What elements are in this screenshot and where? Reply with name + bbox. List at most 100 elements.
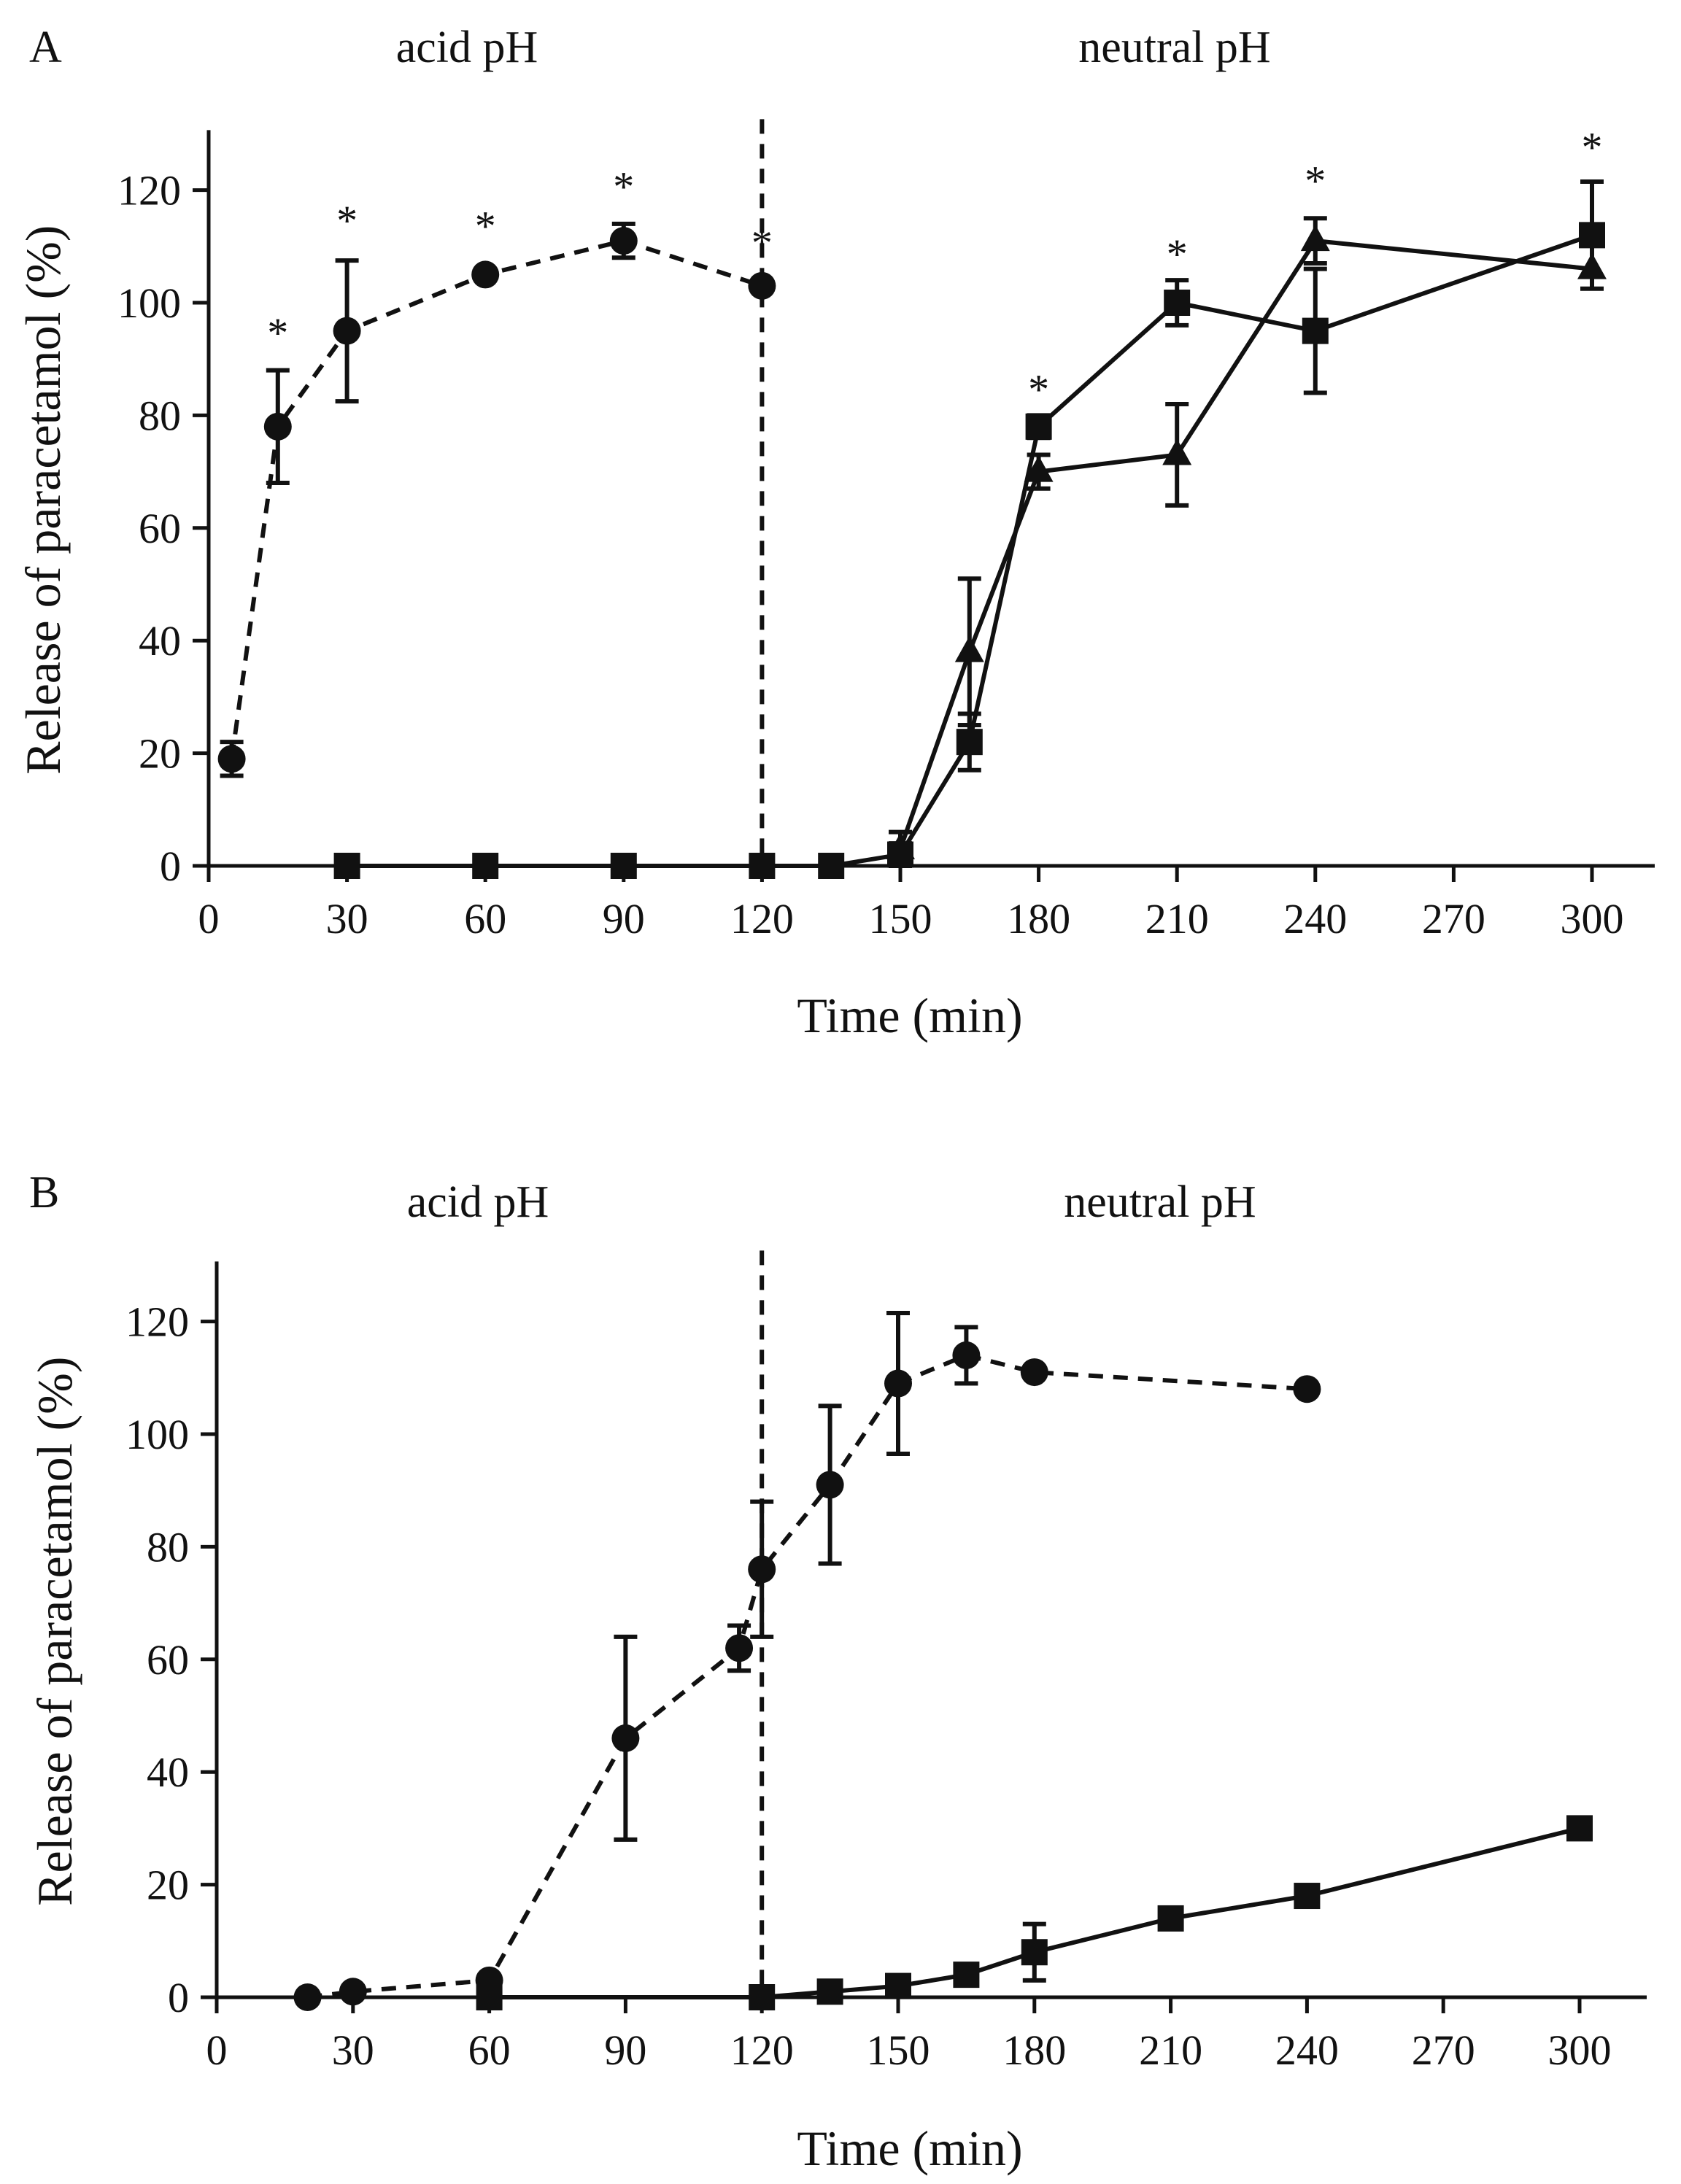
data-point-triangle [1162, 438, 1192, 465]
y-tick-label: 20 [139, 730, 181, 778]
x-tick-label: 90 [604, 2026, 646, 2074]
data-point-circle [611, 1724, 640, 1752]
y-tick-label: 60 [139, 505, 181, 552]
significance-star: * [336, 197, 358, 244]
y-tick-label: 60 [147, 1636, 189, 1684]
data-point-circle [884, 1369, 912, 1398]
x-tick-label: 30 [332, 2026, 374, 2074]
data-point-circle [471, 260, 500, 289]
x-tick-label: 300 [1561, 895, 1624, 942]
significance-star: * [475, 202, 496, 249]
y-tick-label: 40 [147, 1749, 189, 1796]
data-point-square [956, 729, 983, 756]
series-line-circle [229, 238, 763, 759]
data-point-square [1157, 1905, 1184, 1932]
region-label-acid: acid pH [407, 1177, 549, 1227]
data-point-square [610, 853, 637, 879]
y-tick-label: 0 [160, 843, 181, 890]
data-point-square [885, 1972, 911, 1999]
x-tick-label: 0 [198, 895, 220, 942]
data-point-square [1164, 290, 1191, 316]
y-tick-label: 120 [117, 167, 181, 214]
data-point-circle [952, 1341, 981, 1369]
x-axis-title: Time (min) [797, 988, 1022, 1043]
x-tick-label: 180 [1002, 2026, 1066, 2074]
x-tick-label: 30 [326, 895, 368, 942]
data-point-square [1025, 413, 1052, 440]
data-point-square [476, 1984, 503, 2010]
x-tick-label: 240 [1283, 895, 1347, 942]
series-square [476, 1815, 1593, 2010]
region-label-neutral: neutral pH [1078, 23, 1270, 72]
data-point-square [749, 1984, 776, 2010]
significance-star: * [1167, 231, 1188, 278]
data-point-circle [217, 745, 246, 773]
x-tick-label: 180 [1007, 895, 1070, 942]
x-tick-label: 120 [730, 2026, 794, 2074]
x-tick-label: 240 [1275, 2026, 1339, 2074]
data-point-circle [1020, 1358, 1048, 1387]
x-tick-label: 210 [1139, 2026, 1202, 2074]
data-point-square [818, 853, 845, 879]
data-point-triangle [1577, 252, 1607, 279]
significance-star: * [267, 309, 288, 357]
significance-star: * [1028, 365, 1049, 413]
data-point-circle [293, 1983, 322, 2011]
x-tick-label: 270 [1412, 2026, 1475, 2074]
data-point-circle [339, 1978, 367, 2006]
significance-star: * [1305, 158, 1326, 205]
y-axis-title: Release of paracetamol (%) [27, 1357, 82, 1906]
y-tick-label: 120 [125, 1298, 189, 1346]
data-point-square [1294, 1883, 1321, 1910]
region-label-acid: acid pH [396, 23, 538, 72]
x-tick-label: 270 [1422, 895, 1485, 942]
x-tick-label: 60 [464, 895, 506, 942]
data-point-circle [609, 227, 638, 255]
y-tick-label: 80 [147, 1523, 189, 1571]
data-point-square [1302, 317, 1329, 344]
series-line-circle [307, 1352, 1307, 1999]
significance-star: * [613, 163, 634, 210]
data-point-circle [333, 317, 361, 345]
data-point-circle [1293, 1375, 1321, 1403]
panel-label: B [29, 1168, 59, 1217]
x-tick-label: 300 [1548, 2026, 1612, 2074]
x-tick-label: 210 [1145, 895, 1209, 942]
data-point-square [333, 853, 360, 879]
data-point-triangle [954, 635, 984, 662]
data-point-circle [816, 1471, 844, 1499]
x-tick-label: 90 [603, 895, 645, 942]
y-tick-label: 100 [117, 279, 181, 327]
y-tick-label: 40 [139, 617, 181, 665]
significance-star: * [751, 220, 773, 267]
data-point-circle [748, 271, 776, 300]
data-point-circle [725, 1634, 754, 1662]
x-tick-label: 150 [869, 895, 932, 942]
data-point-square [472, 853, 499, 879]
data-point-circle [263, 412, 292, 441]
y-tick-label: 100 [125, 1411, 189, 1458]
x-axis-title: Time (min) [797, 2121, 1022, 2176]
data-point-square [953, 1962, 980, 1989]
data-point-square [816, 1978, 843, 2005]
data-point-square [1021, 1939, 1048, 1966]
y-tick-label: 80 [139, 392, 181, 439]
x-tick-label: 0 [206, 2026, 228, 2074]
x-tick-label: 60 [468, 2026, 511, 2074]
series-line-triangle [898, 238, 1593, 850]
significance-star: * [1582, 123, 1603, 171]
data-point-square [1579, 222, 1605, 249]
series-square [333, 179, 1605, 879]
data-point-circle [748, 1555, 776, 1584]
data-point-triangle [886, 832, 915, 859]
panel-label: A [29, 23, 62, 72]
series-circle [217, 221, 776, 778]
x-tick-label: 120 [730, 895, 794, 942]
y-tick-label: 0 [168, 1974, 189, 2021]
data-point-square [1566, 1815, 1593, 1842]
y-axis-title: Release of paracetamol (%) [15, 225, 71, 775]
x-tick-label: 150 [867, 2026, 930, 2074]
